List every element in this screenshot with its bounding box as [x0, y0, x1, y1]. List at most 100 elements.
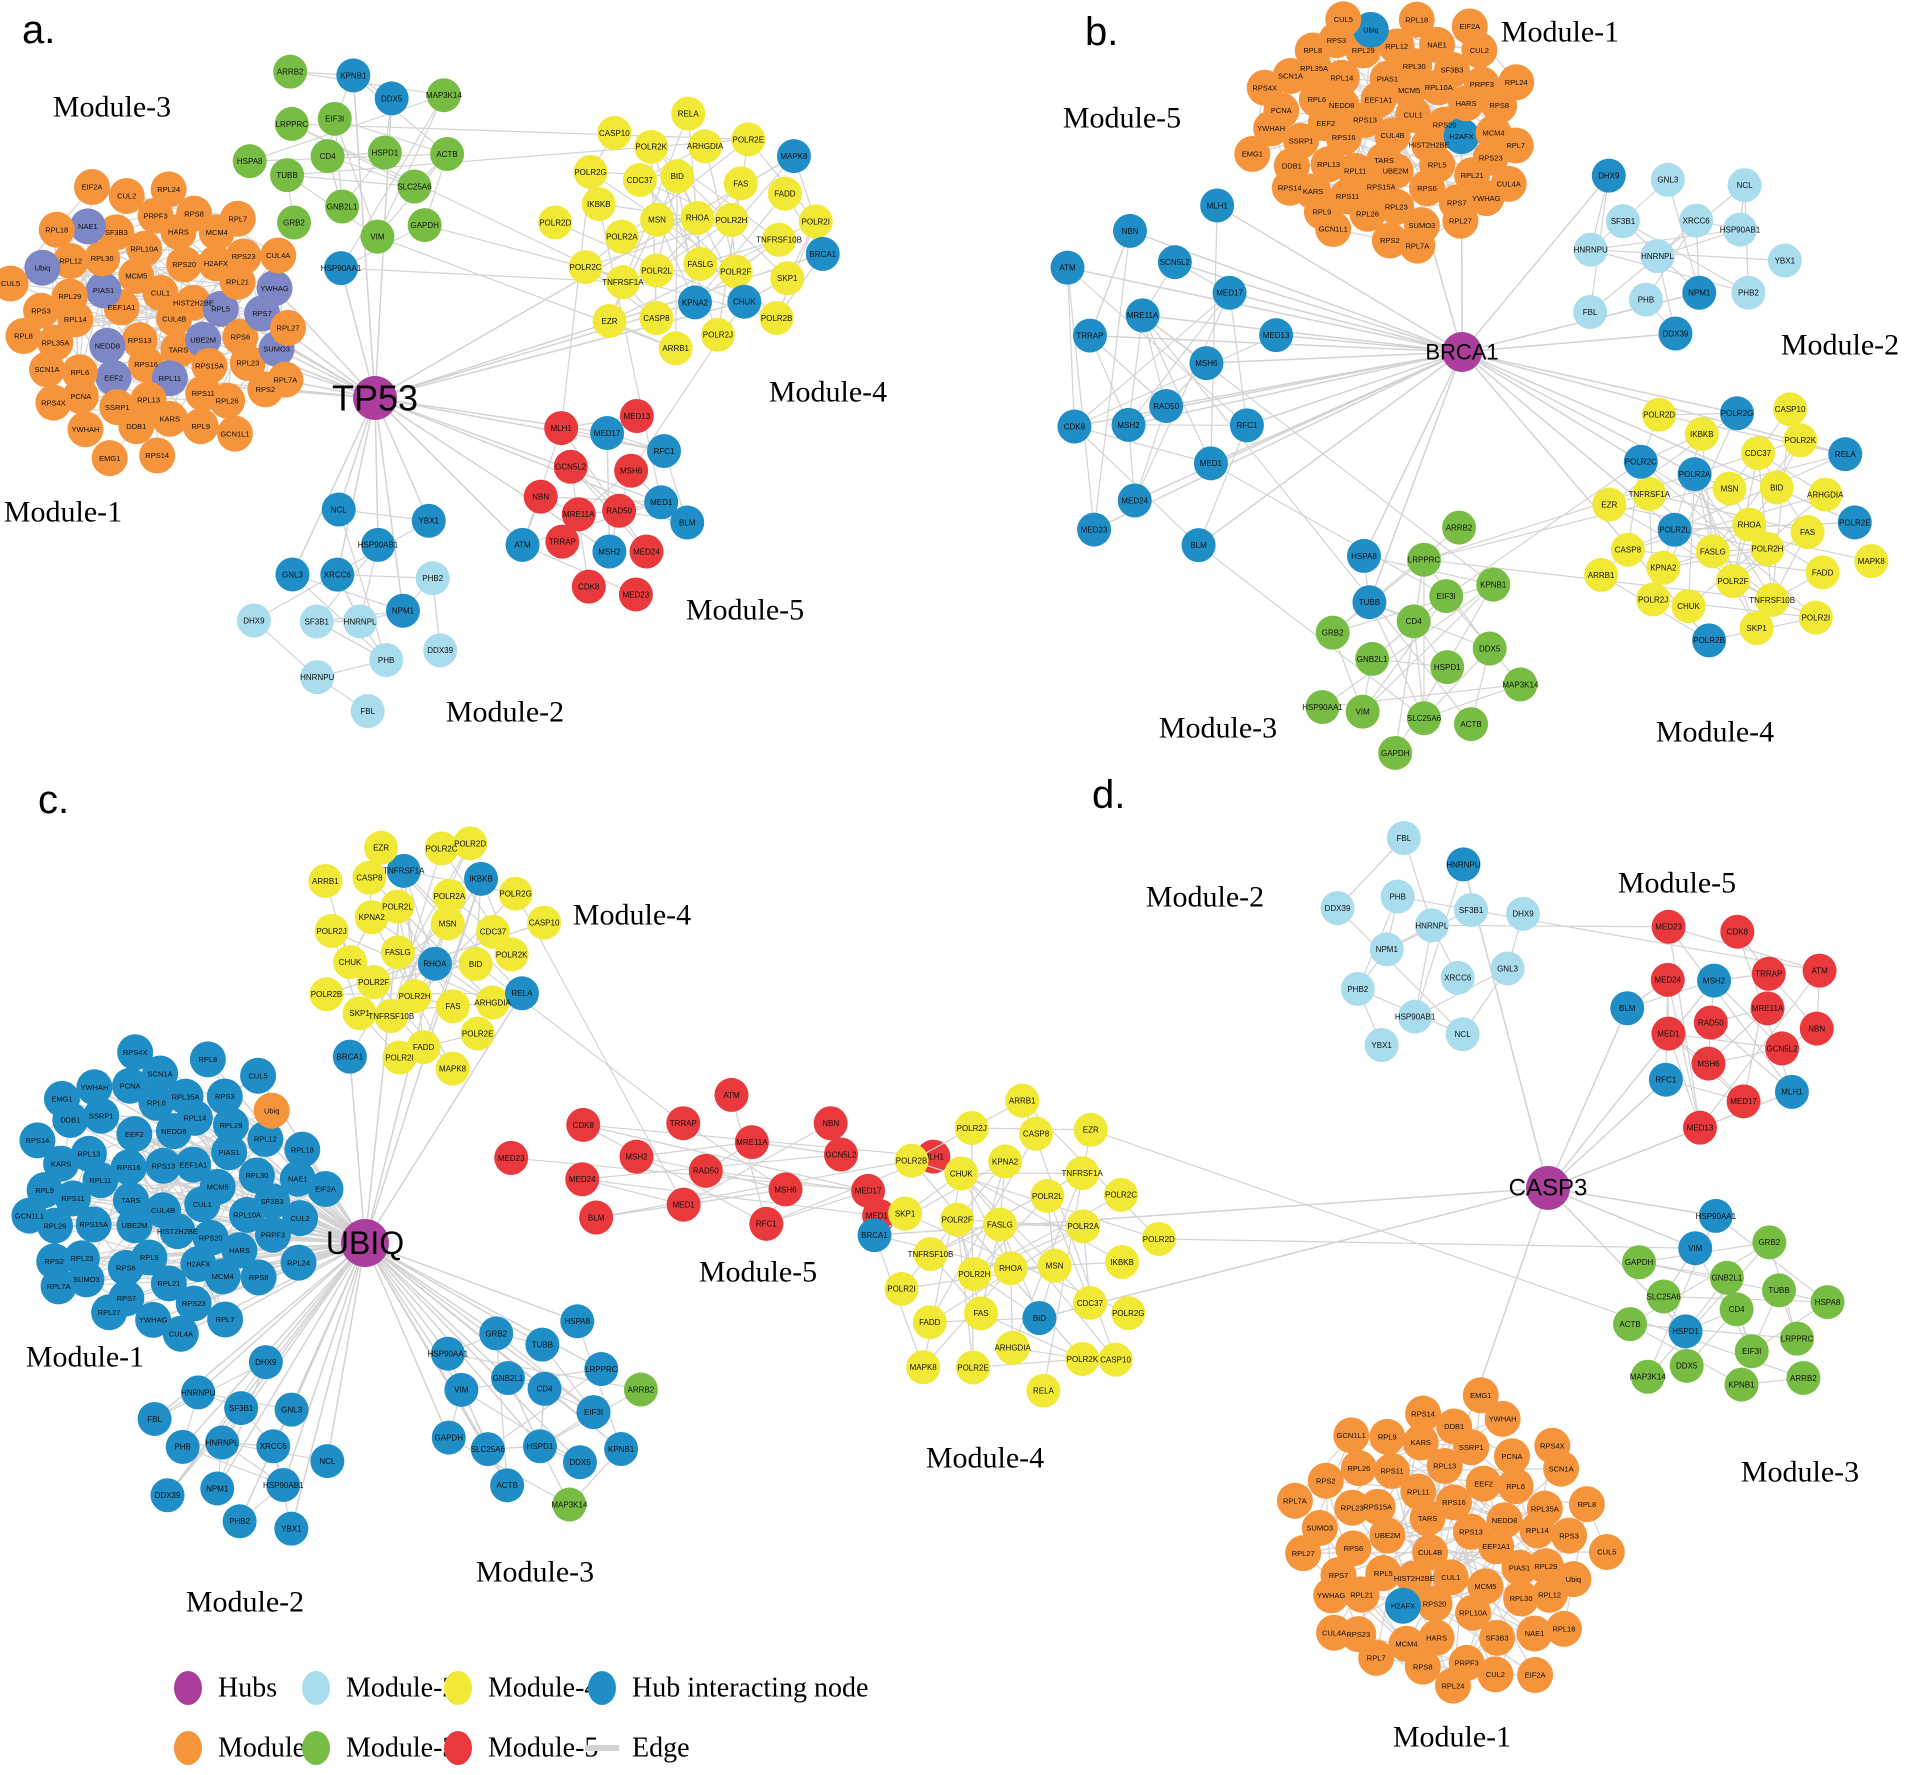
edge — [403, 870, 517, 895]
node-YBX1 — [1767, 243, 1802, 278]
hub-edge — [1228, 292, 1463, 353]
node-CUL5 — [0, 265, 29, 302]
node-CUL4A — [162, 1315, 199, 1352]
node-ACTB — [1454, 707, 1489, 742]
node-RPS14 — [19, 1122, 56, 1159]
node-ATM — [1050, 250, 1085, 285]
edge — [956, 1219, 1084, 1227]
legend: HubsModule-1Module-2Module-3Module-4Modu… — [174, 1671, 868, 1765]
node-RPL7A — [267, 361, 304, 398]
hub-label-BRCA1: BRCA1 — [1425, 340, 1498, 365]
legend-swatch-hubs — [174, 1671, 202, 1705]
node-XRCC6 — [1679, 203, 1714, 238]
node-RPL23 — [1334, 1489, 1371, 1526]
node-EZR — [1592, 487, 1627, 522]
panel-c-module-4-label: Module-4 — [573, 899, 691, 932]
hub-edge — [374, 397, 404, 612]
bridge-edge — [291, 123, 624, 283]
edge — [1066, 267, 1076, 428]
node-CASP10 — [527, 905, 562, 940]
panel-c-module-2-label: Module-2 — [186, 1586, 304, 1619]
node-RPL10A — [126, 230, 163, 267]
node-RPL12 — [247, 1120, 284, 1157]
panel-a-module-5-label: Module-5 — [686, 594, 804, 627]
node-CDC37 — [622, 162, 657, 197]
legend-label-module-4: Module-4 — [488, 1673, 598, 1704]
panel-d-module-2-label: Module-2 — [1146, 881, 1264, 914]
node-TRRAP — [666, 1106, 701, 1141]
node-GNL3 — [1490, 951, 1525, 986]
node-SF3B3 — [98, 214, 135, 251]
node-MSH2 — [1111, 407, 1146, 442]
node-ACTB — [490, 1468, 525, 1503]
node-RPL7A — [1399, 227, 1436, 264]
node-SKP1 — [770, 261, 805, 296]
node-LRPPRC — [1780, 1321, 1815, 1356]
node-MSN — [1712, 471, 1747, 506]
node-CD4 — [1396, 604, 1431, 639]
edge — [334, 118, 448, 155]
node-KPNB1 — [1724, 1367, 1759, 1402]
panel-d-module-5-label: Module-5 — [1618, 867, 1736, 900]
node-CUL5 — [1325, 1, 1362, 38]
node-HSP90AB1 — [361, 527, 396, 562]
node-TUBB — [1762, 1273, 1797, 1308]
node-NCL — [1445, 1017, 1480, 1052]
node-RPL30 — [1503, 1580, 1540, 1617]
node-RELA — [671, 96, 706, 131]
node-RPL7 — [1497, 127, 1534, 164]
node-HSPA8 — [1810, 1285, 1845, 1320]
node-TNFRSF1A — [386, 853, 421, 888]
node-POLR2J — [700, 317, 735, 352]
node-MAPK8 — [776, 139, 811, 174]
node-PHB — [369, 643, 404, 678]
node-CDK8 — [1057, 409, 1092, 444]
edge — [694, 193, 786, 303]
hub-edge — [1205, 351, 1463, 364]
edge — [582, 1124, 869, 1192]
node-MSH6 — [614, 453, 649, 488]
node-HSP90AB1 — [266, 1467, 301, 1502]
node-POLR2J — [1636, 582, 1671, 617]
edge — [581, 1178, 685, 1206]
node-BLM — [670, 505, 705, 540]
node-RPL7 — [219, 200, 256, 237]
node-SKP1 — [342, 996, 377, 1031]
node-IKBKB — [464, 861, 499, 896]
node-PHB — [1380, 879, 1415, 914]
node-RPL6 — [1298, 81, 1335, 118]
hub-edge — [364, 1242, 450, 1439]
node-POLR2A — [432, 879, 467, 914]
node-SLC25A6 — [397, 169, 432, 204]
hub-label-UBIQ: UBIQ — [326, 1225, 404, 1261]
node-KPNB1 — [604, 1432, 639, 1467]
node-POLR2F — [1715, 564, 1750, 599]
node-HSPD1 — [522, 1429, 557, 1464]
panel-c-module-5-label: Module-5 — [699, 1256, 817, 1289]
node-TUBB — [525, 1327, 560, 1362]
hub-edge — [1038, 1187, 1549, 1319]
node-ARHGDIA — [1808, 477, 1843, 512]
node-RPS23 — [225, 238, 262, 275]
node-RPL27 — [91, 1294, 128, 1331]
node-KARS — [43, 1145, 80, 1182]
node-SLC25A6 — [1406, 701, 1441, 736]
node-NPM1 — [1682, 275, 1717, 310]
node-LRPPRC — [274, 106, 309, 141]
node-ACTB — [1613, 1307, 1648, 1342]
node-MED23 — [618, 577, 653, 612]
node-PRPF3 — [254, 1216, 291, 1253]
node-FADD — [1805, 555, 1840, 590]
legend-label-module-5: Module-5 — [488, 1733, 598, 1764]
node-RPL24 — [280, 1244, 317, 1281]
hub-edge — [1461, 332, 1677, 353]
edge — [1423, 683, 1522, 719]
bridge-edge — [376, 236, 677, 349]
node-CUL2 — [282, 1200, 319, 1237]
node-DHX9 — [1591, 158, 1626, 193]
legend-swatch-module-4 — [444, 1671, 472, 1705]
node-RPL21 — [150, 1265, 187, 1302]
node-TNFRSF1A — [605, 265, 640, 300]
bridge-edge — [1445, 461, 1642, 597]
node-H2AFX — [1384, 1587, 1421, 1624]
